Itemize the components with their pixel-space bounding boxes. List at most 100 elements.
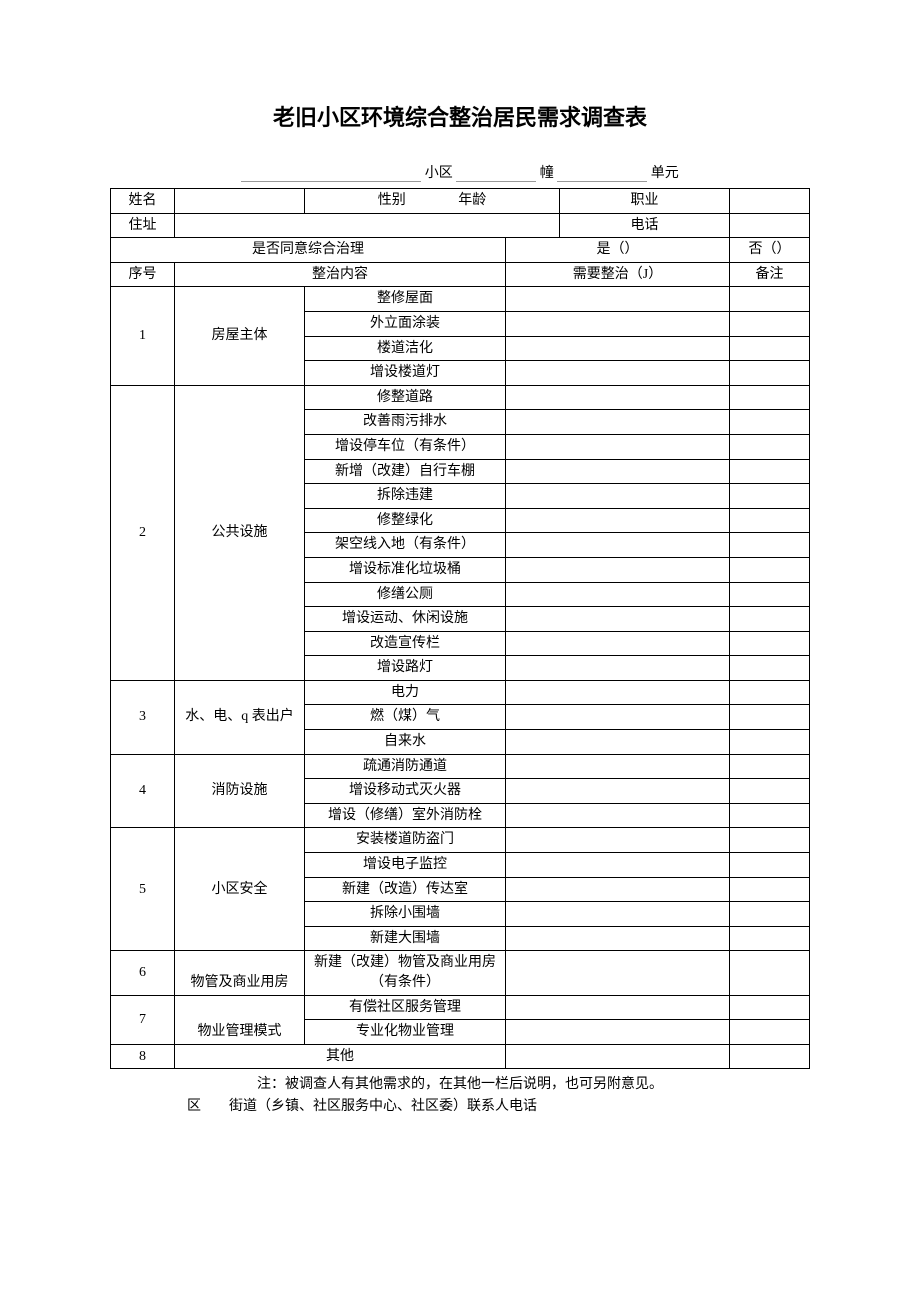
label-building: 幢 [540,166,554,181]
note-cell[interactable] [730,853,810,878]
address-label: 住址 [111,213,175,238]
note-cell[interactable] [730,754,810,779]
need-cell[interactable] [506,951,730,995]
note-cell[interactable] [730,877,810,902]
note-cell[interactable] [730,902,810,927]
category-cell: 公共设施 [175,385,305,680]
info-row-1: 姓名 性别 年龄 职业 [111,189,810,214]
need-cell[interactable] [506,803,730,828]
note-cell[interactable] [730,803,810,828]
item-cell: 楼道洁化 [305,336,506,361]
note-cell[interactable] [730,311,810,336]
note-cell[interactable] [730,582,810,607]
need-cell[interactable] [506,410,730,435]
note-cell[interactable] [730,361,810,386]
seq-cell: 6 [111,951,175,995]
note-cell[interactable] [730,410,810,435]
footnote-2: 区 街道（乡镇、社区服务中心、社区委）联系人电话 [110,1095,810,1115]
need-cell[interactable] [506,995,730,1020]
item-cell: 新增（改建）自行车棚 [305,459,506,484]
need-cell[interactable] [506,631,730,656]
need-cell[interactable] [506,1044,730,1069]
need-cell[interactable] [506,459,730,484]
item-cell: 燃（煤）气 [305,705,506,730]
need-cell[interactable] [506,730,730,755]
occupation-cell[interactable] [730,189,810,214]
item-cell: 增设电子监控 [305,853,506,878]
note-cell[interactable] [730,508,810,533]
item-cell: 修整道路 [305,385,506,410]
gender-age-cell[interactable]: 性别 年龄 [305,189,560,214]
item-cell: 增设楼道灯 [305,361,506,386]
need-cell[interactable] [506,557,730,582]
blank-building[interactable] [456,168,536,182]
seq-cell: 8 [111,1044,175,1069]
section-row: 8其他 [111,1044,810,1069]
need-cell[interactable] [506,680,730,705]
seq-cell: 2 [111,385,175,680]
item-cell: 安装楼道防盗门 [305,828,506,853]
need-cell[interactable] [506,385,730,410]
page-title: 老旧小区环境综合整治居民需求调查表 [110,100,810,132]
item-cell: 疏通消防通道 [305,754,506,779]
need-cell[interactable] [506,1020,730,1045]
note-cell[interactable] [730,557,810,582]
need-cell[interactable] [506,533,730,558]
need-cell[interactable] [506,926,730,951]
need-cell[interactable] [506,311,730,336]
need-cell[interactable] [506,508,730,533]
blank-community[interactable] [241,168,421,182]
need-cell[interactable] [506,336,730,361]
need-cell[interactable] [506,877,730,902]
need-cell[interactable] [506,361,730,386]
item-cell: 修整绿化 [305,508,506,533]
consent-yes[interactable]: 是（） [506,238,730,263]
section-row: 6物管及商业用房新建（改建）物管及商业用房（有条件） [111,951,810,995]
need-cell[interactable] [506,607,730,632]
need-cell[interactable] [506,656,730,681]
label-community: 小区 [425,166,453,181]
consent-no[interactable]: 否（） [730,238,810,263]
need-cell[interactable] [506,705,730,730]
note-cell[interactable] [730,336,810,361]
phone-cell[interactable] [730,213,810,238]
note-cell[interactable] [730,533,810,558]
need-cell[interactable] [506,287,730,312]
section-row: 1房屋主体整修屋面 [111,287,810,312]
note-cell[interactable] [730,828,810,853]
need-cell[interactable] [506,754,730,779]
note-cell[interactable] [730,1020,810,1045]
need-cell[interactable] [506,582,730,607]
note-cell[interactable] [730,484,810,509]
section-row: 3水、电、q 表出户电力 [111,680,810,705]
note-cell[interactable] [730,926,810,951]
note-cell[interactable] [730,680,810,705]
note-cell[interactable] [730,995,810,1020]
item-cell: 增设（修缮）室外消防栓 [305,803,506,828]
note-cell[interactable] [730,1044,810,1069]
note-cell[interactable] [730,287,810,312]
note-cell[interactable] [730,631,810,656]
consent-label: 是否同意综合治理 [111,238,506,263]
section-row: 4消防设施疏通消防通道 [111,754,810,779]
note-cell[interactable] [730,459,810,484]
need-cell[interactable] [506,779,730,804]
name-cell[interactable] [175,189,305,214]
note-cell[interactable] [730,705,810,730]
item-cell: 改善雨污排水 [305,410,506,435]
note-cell[interactable] [730,779,810,804]
note-cell[interactable] [730,434,810,459]
subtitle-line: 小区 幢 单元 [110,162,810,182]
note-cell[interactable] [730,951,810,995]
need-cell[interactable] [506,484,730,509]
need-cell[interactable] [506,434,730,459]
note-cell[interactable] [730,607,810,632]
need-cell[interactable] [506,853,730,878]
need-cell[interactable] [506,828,730,853]
note-cell[interactable] [730,730,810,755]
address-cell[interactable] [175,213,560,238]
note-cell[interactable] [730,385,810,410]
need-cell[interactable] [506,902,730,927]
blank-unit[interactable] [557,168,647,182]
note-cell[interactable] [730,656,810,681]
